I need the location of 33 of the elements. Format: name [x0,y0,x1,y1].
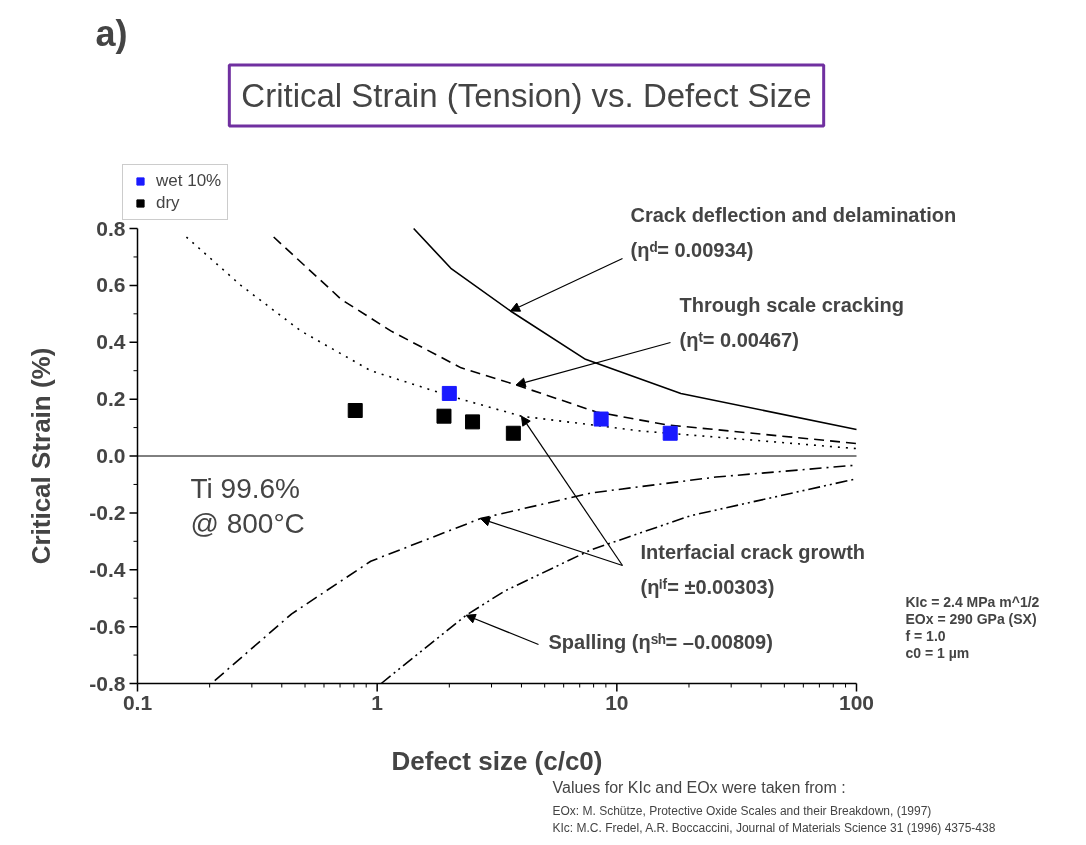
y-tick-label: 0.2 [96,387,126,411]
legend-label: dry [156,193,180,213]
text: KIc: M.C. Fredel, A.R. Boccaccini, Journal of Materials Science 31 (1996) 4375-438 [552,820,996,835]
annotation: Interfacial crack growth [640,540,866,563]
y-tick-label: 0.4 [96,330,126,354]
y-tick-label: 0.8 [96,216,126,240]
y-tick-label: 0.0 [96,444,126,467]
legend-label: wet 10% [156,171,222,191]
text: a) [95,12,128,54]
text: c0 = 1 µm [905,644,970,661]
annotation: (ηᵈ= 0.00934) [630,238,754,261]
x-axis-title: Defect size (c/c0) [391,745,603,776]
text: f = 1.0 [905,627,946,644]
annotation: Spalling (ηˢʰ= –0.00809) [548,630,773,653]
annotation: @ 800°C [190,507,305,539]
annotation: (ηᵗ= 0.00467) [679,328,799,351]
x-tick-label: 100 [838,690,875,714]
y-tick-label: 0.6 [96,273,126,297]
text: EOx = 290 GPa (SX) [905,610,1037,627]
text: EOx: M. Schütze, Protective Oxide Scales and their Breakdown, (1997) [552,803,932,818]
y-tick-label: -0.2 [89,500,126,524]
y-axis-title: Critical Strain (%) [25,347,56,565]
y-tick-label: -0.6 [89,614,126,638]
annotation: (ηⁱᶠ= ±0.00303) [640,575,775,598]
annotation: Through scale cracking [679,293,905,316]
annotation: Ti 99.6% [190,472,300,504]
chart-title: Critical Strain (Tension) vs. Defect Size [241,77,812,114]
text: Values for KIc and EOx were taken from : [552,778,846,796]
x-tick-label: 1 [371,690,384,714]
y-tick-label: -0.4 [89,557,126,581]
text: Crack deflection and delamination [630,203,957,226]
x-tick-label: 10 [605,690,629,714]
text: KIc = 2.4 MPa m^1/2 [905,593,1040,610]
